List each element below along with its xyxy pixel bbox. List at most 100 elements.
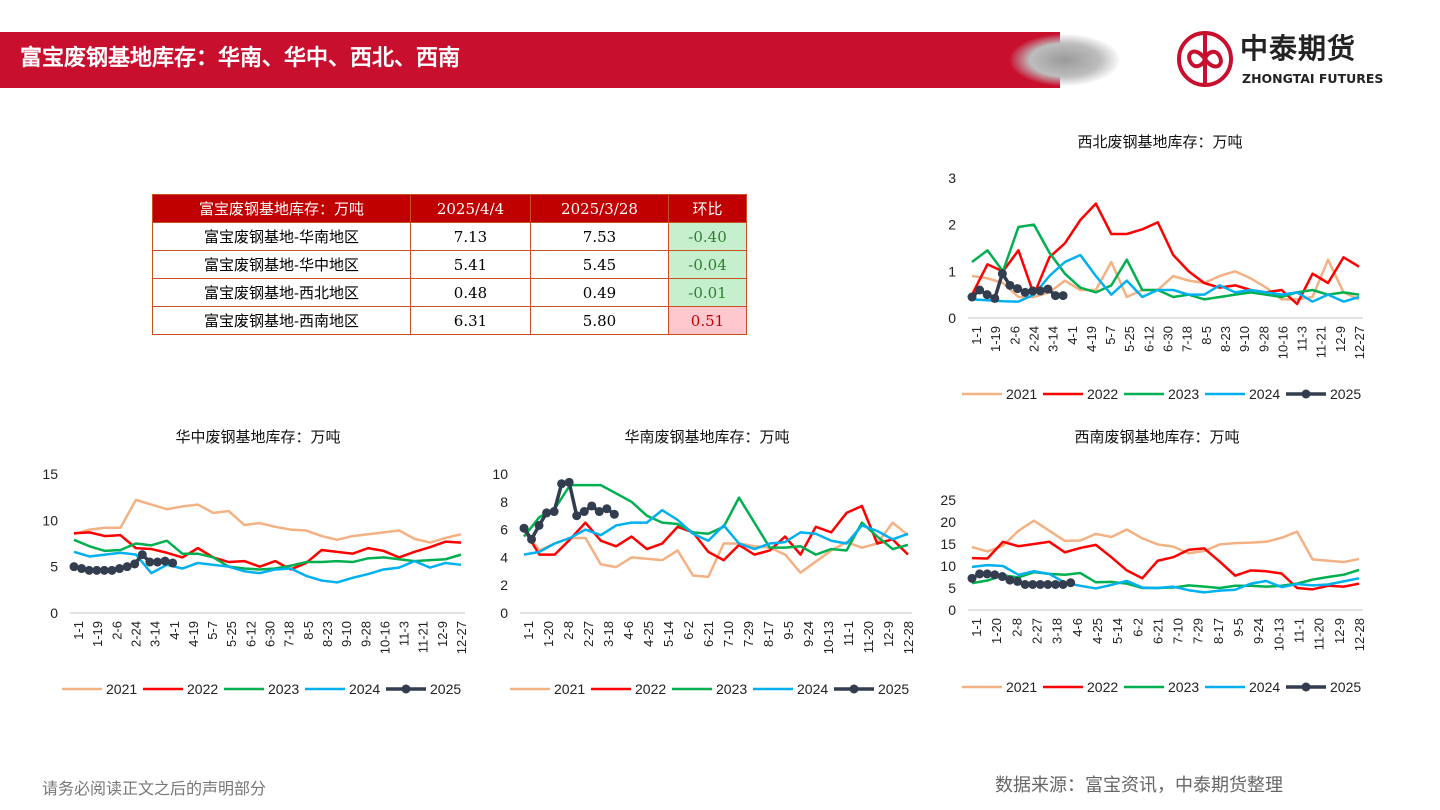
- cell: 富宝废钢基地-西南地区: [152, 306, 411, 335]
- x-tick-label: 8-5: [301, 621, 316, 640]
- logo-text-en: ZHONGTAI FUTURES: [1242, 71, 1384, 86]
- x-tick-label: 9-5: [781, 621, 796, 640]
- series-line-2021: [971, 258, 1360, 301]
- x-tick-label: 4-6: [621, 621, 636, 640]
- data-point-2025: [549, 507, 559, 517]
- y-tick-label: 2: [948, 217, 956, 233]
- x-tick-label: 2-6: [109, 621, 124, 640]
- y-tick-label: 0: [50, 605, 58, 621]
- zhongtai-logo: 中泰期货 ZHONGTAI FUTURES: [1176, 30, 1406, 92]
- cell: 富宝废钢基地-华南地区: [152, 222, 411, 251]
- data-point-2025: [975, 285, 985, 295]
- x-tick-label: 12-28: [1352, 618, 1367, 651]
- chart-title-central: 华中废钢基地库存：万吨: [175, 428, 341, 446]
- x-tick-label: 7-29: [1191, 618, 1206, 644]
- x-tick-label: 6-2: [681, 621, 696, 640]
- x-tick-label: 1-1: [71, 621, 86, 640]
- change-cell: -0.01: [668, 278, 747, 307]
- y-tick-label: 10: [940, 558, 956, 574]
- x-tick-label: 11-20: [861, 621, 876, 653]
- legend-label: 2024: [349, 681, 380, 697]
- series-line-2022: [73, 531, 462, 571]
- data-point-2025: [982, 569, 992, 579]
- data-point-2025: [519, 523, 529, 533]
- chart-1: 0 5 10 15 1-1 1-19 2-6 2-24 3-14 4-1 4-19 5-7 5-25 6-…: [42, 466, 469, 697]
- x-tick-label: 11-1: [841, 621, 856, 646]
- x-tick-label: 11-3: [397, 621, 412, 646]
- legend-label: 2024: [1249, 679, 1280, 695]
- x-tick-label: 12-9: [1333, 326, 1348, 352]
- legend-label: 2024: [797, 681, 828, 697]
- legend-label: 2021: [554, 681, 585, 697]
- x-tick-label: 6-30: [263, 621, 278, 647]
- x-tick-label: 5-14: [1110, 618, 1125, 644]
- data-point-2025: [130, 559, 140, 569]
- data-point-2025: [137, 550, 147, 560]
- y-tick-label: 1: [948, 263, 956, 279]
- inventory-table: 富宝废钢基地库存：万吨 2025/4/4 2025/3/28 环比 富宝废钢基地…: [152, 194, 747, 335]
- legend-label: 2023: [268, 681, 299, 697]
- x-tick-label: 3-18: [601, 621, 616, 647]
- legend-label: 2022: [635, 681, 666, 697]
- logo-text-cn: 中泰期货: [1240, 32, 1357, 65]
- x-tick-label: 2-24: [128, 621, 143, 647]
- x-tick-label: 12-9: [435, 621, 450, 647]
- y-tick-label: 3: [948, 170, 956, 186]
- x-tick-label: 6-2: [1130, 618, 1145, 637]
- series-line-2023: [73, 538, 462, 571]
- data-point-2025: [1020, 579, 1030, 589]
- series-line-2022: [522, 504, 909, 562]
- x-tick-label: 9-10: [1237, 326, 1252, 352]
- series-line-2023: [523, 483, 909, 556]
- cell: 5.41: [410, 250, 531, 279]
- x-tick-label: 5-7: [205, 621, 220, 640]
- legend-label: 2022: [187, 681, 218, 697]
- data-point-2025: [1058, 579, 1068, 589]
- x-tick-label: 3-14: [1046, 326, 1061, 352]
- x-tick-label: 2-27: [581, 621, 596, 647]
- x-tick-label: 6-30: [1161, 326, 1176, 352]
- data-point-2025: [1043, 284, 1053, 294]
- data-point-2025: [1020, 287, 1030, 297]
- data-point-2025: [107, 565, 117, 575]
- data-point-2025: [1050, 579, 1060, 589]
- chart-title-south: 华南废钢基地库存：万吨: [624, 428, 790, 446]
- data-point-2025: [1013, 284, 1023, 294]
- data-point-2025: [160, 556, 170, 566]
- series-line-2021: [971, 519, 1360, 564]
- data-point-2025: [122, 562, 132, 572]
- y-tick-label: 2: [500, 577, 508, 593]
- data-point-2025: [92, 565, 102, 575]
- cell: 富宝废钢基地-西北地区: [152, 278, 411, 307]
- x-tick-label: 5-14: [661, 621, 676, 647]
- cell: 5.45: [530, 250, 669, 279]
- x-tick-label: 11-20: [1312, 618, 1327, 650]
- legend-label: 2023: [1168, 679, 1199, 695]
- col-header: 环比: [668, 194, 747, 223]
- legend-label: 2022: [1087, 386, 1118, 402]
- series-line-2024: [971, 563, 1360, 594]
- y-tick-label: 10: [492, 466, 508, 482]
- x-tick-label: 1-1: [969, 618, 984, 637]
- data-point-2025: [997, 572, 1007, 582]
- cell: 7.53: [530, 222, 669, 251]
- col-header: 2025/4/4: [410, 194, 531, 223]
- data-point-2025: [1066, 578, 1076, 588]
- x-tick-label: 11-3: [1295, 326, 1310, 351]
- x-tick-label: 7-18: [1180, 326, 1195, 352]
- y-tick-label: 4: [500, 549, 508, 565]
- x-tick-label: 4-25: [641, 621, 656, 647]
- x-tick-label: 6-21: [701, 621, 716, 647]
- legend-label: 2025: [430, 681, 461, 697]
- data-point-2025: [1050, 291, 1060, 301]
- data-point-2025: [579, 507, 589, 517]
- x-tick-label: 10-13: [1271, 618, 1286, 651]
- data-source: 数据来源：富宝资讯，中泰期货整理: [995, 775, 1283, 796]
- x-tick-label: 9-10: [339, 621, 354, 647]
- x-tick-label: 8-5: [1199, 326, 1214, 345]
- cell: 5.80: [530, 306, 669, 335]
- x-tick-label: 2-8: [1009, 618, 1024, 637]
- series-line-2021: [73, 498, 462, 544]
- data-point-2025: [534, 520, 544, 530]
- data-point-2025: [527, 534, 537, 544]
